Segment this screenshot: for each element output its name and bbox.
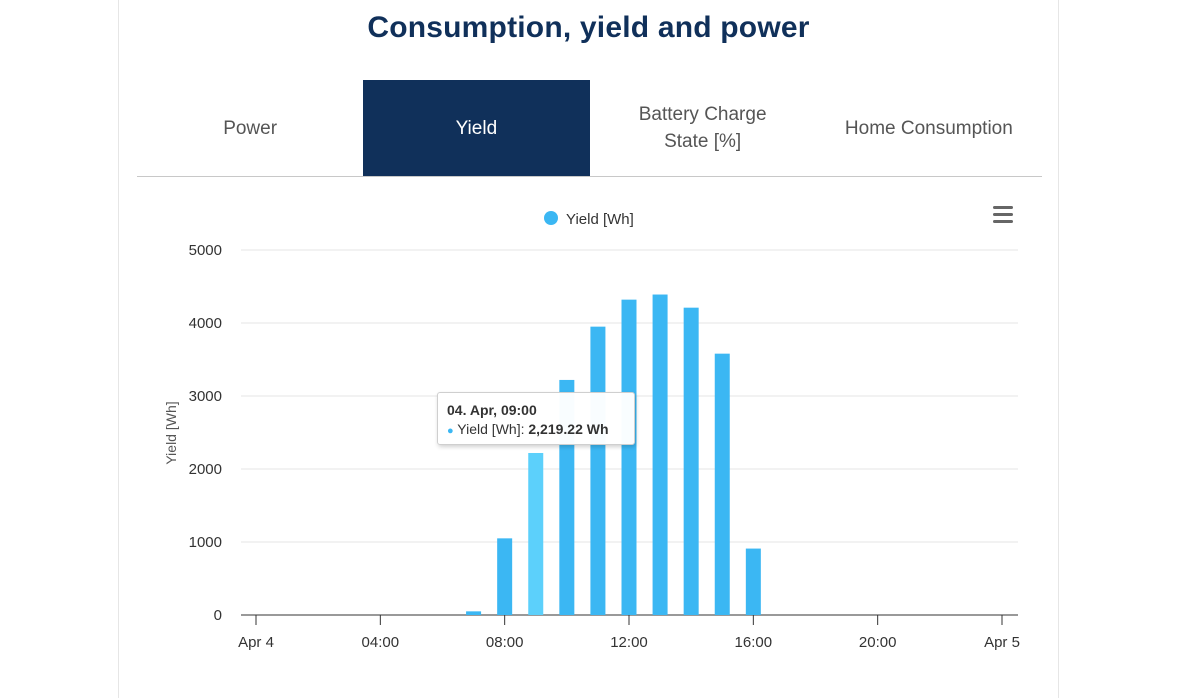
tab-power[interactable]: Power <box>137 80 363 176</box>
x-tick-label: 04:00 <box>362 634 400 651</box>
tab-battery-charge-state-label: Battery Charge State [%] <box>638 104 767 152</box>
bar <box>466 611 482 615</box>
x-tick-label: 08:00 <box>486 634 524 651</box>
tooltip-row: ● Yield [Wh]: 2,219.22 Wh <box>447 419 634 441</box>
y-tick-label: 4000 <box>189 315 222 332</box>
tooltip-series-dot-icon: ● <box>447 425 454 437</box>
x-tick-label: Apr 5 <box>984 634 1020 651</box>
y-axis-title: Yield [Wh] <box>163 401 179 464</box>
tab-home-consumption-label: Home Consumption <box>844 117 1013 139</box>
tab-yield[interactable]: Yield <box>363 80 590 176</box>
bar <box>745 548 761 615</box>
bar <box>590 326 606 615</box>
bar <box>621 299 637 615</box>
bar <box>652 294 668 615</box>
y-tick-label: 0 <box>214 607 222 624</box>
bar <box>497 538 513 615</box>
tooltip-value: 2,219.22 Wh <box>528 421 609 437</box>
y-tick-label: 5000 <box>189 242 222 259</box>
bar <box>683 307 699 615</box>
legend-marker-icon <box>544 211 558 225</box>
x-tick-label: Apr 4 <box>238 634 274 651</box>
chart-tabs: Power Yield Battery Charge State [%] Hom… <box>137 80 1042 177</box>
bar <box>528 452 544 615</box>
y-tick-label: 2000 <box>189 461 222 478</box>
tab-home-consumption[interactable]: Home Consumption <box>816 80 1042 176</box>
page-title: Consumption, yield and power <box>367 11 810 44</box>
tooltip-header: 04. Apr, 09:00 <box>447 402 537 418</box>
hamburger-menu-icon[interactable] <box>991 206 1015 226</box>
y-tick-label: 1000 <box>189 534 222 551</box>
bar <box>714 353 730 615</box>
tooltip-series-label: Yield [Wh]: <box>457 421 525 437</box>
y-tick-label: 3000 <box>189 388 222 405</box>
chart-panel: Consumption, yield and power Power Yield… <box>118 0 1059 698</box>
x-tick-label: 20:00 <box>859 634 897 651</box>
legend-label: Yield [Wh] <box>566 211 634 228</box>
tab-battery-charge-state[interactable]: Battery Charge State [%] <box>590 80 816 176</box>
tab-power-label: Power <box>223 117 278 139</box>
tab-yield-label: Yield <box>455 117 498 139</box>
x-tick-label: 12:00 <box>610 634 648 651</box>
chart-tooltip: 04. Apr, 09:00 ● Yield [Wh]: 2,219.22 Wh <box>437 392 635 445</box>
x-tick-label: 16:00 <box>735 634 773 651</box>
